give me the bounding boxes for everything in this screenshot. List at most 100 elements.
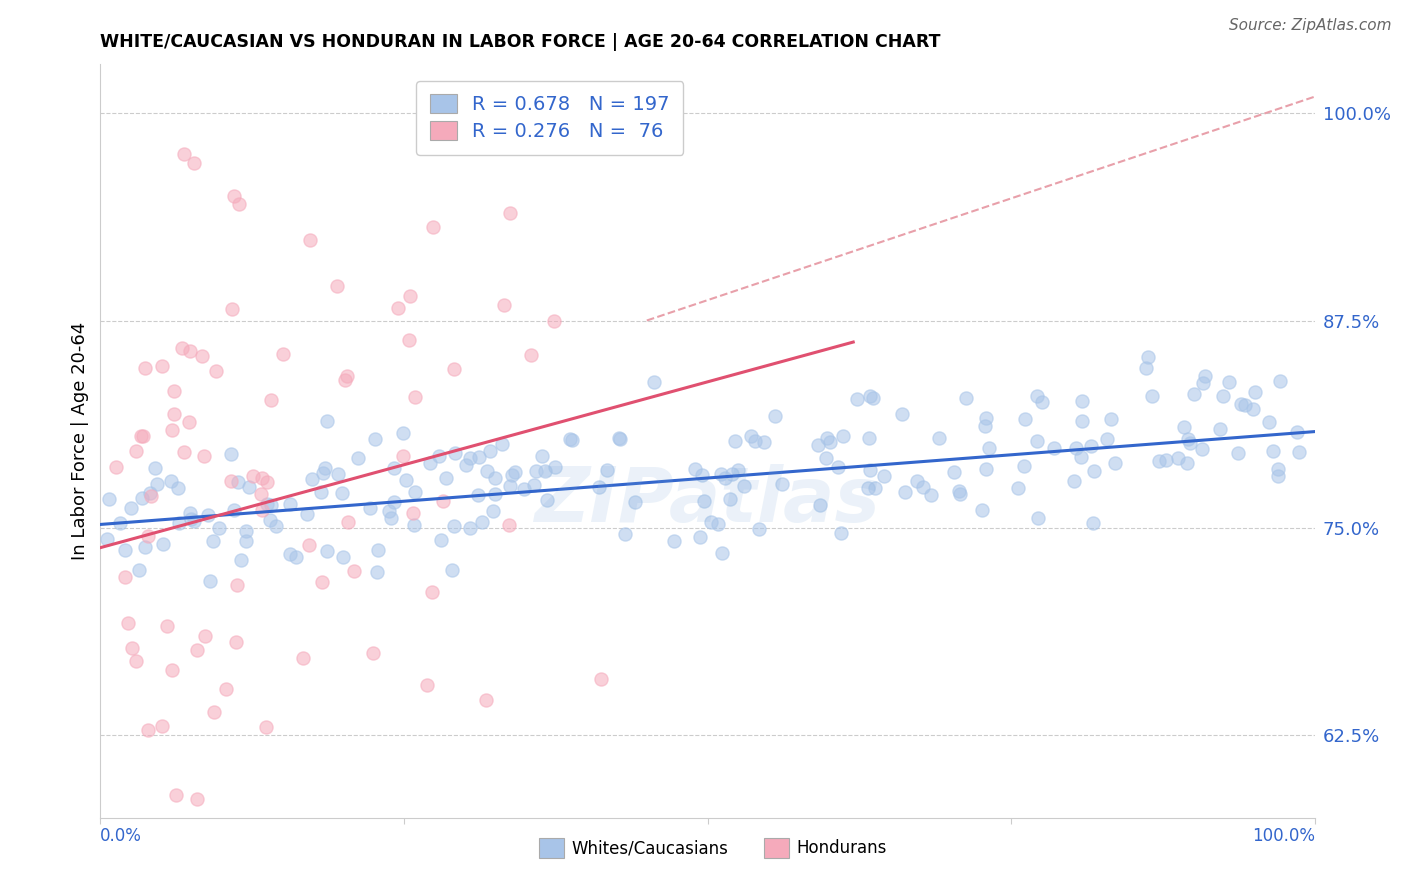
- Point: [221, 302, 243, 317]
- Point: [160, 423, 183, 437]
- Point: [156, 619, 179, 633]
- Point: [193, 449, 215, 463]
- Point: [709, 467, 731, 482]
- Point: [928, 431, 950, 445]
- Point: [1064, 441, 1087, 455]
- Point: [121, 641, 143, 656]
- Point: [160, 474, 183, 488]
- Point: [1031, 395, 1053, 409]
- Point: [208, 521, 231, 535]
- Point: [478, 443, 501, 458]
- Point: [172, 341, 194, 355]
- Point: [1135, 360, 1157, 375]
- Point: [134, 361, 156, 376]
- Point: [235, 524, 257, 538]
- Point: [291, 651, 314, 665]
- Point: [136, 529, 159, 543]
- Point: [226, 578, 249, 592]
- Point: [815, 431, 838, 445]
- Point: [266, 519, 288, 533]
- Point: [163, 408, 186, 422]
- Point: [1177, 432, 1199, 446]
- Point: [949, 486, 972, 500]
- Point: [169, 516, 191, 530]
- Point: [558, 432, 581, 446]
- Point: [1137, 350, 1160, 364]
- Point: [1012, 458, 1035, 473]
- Point: [1209, 422, 1232, 436]
- Point: [186, 643, 208, 657]
- Point: [1014, 412, 1036, 426]
- Point: [309, 485, 332, 500]
- Point: [221, 447, 243, 461]
- Point: [1267, 462, 1289, 476]
- Point: [392, 425, 415, 440]
- Point: [297, 507, 319, 521]
- Point: [1025, 434, 1047, 449]
- Point: [454, 458, 477, 472]
- Point: [260, 499, 283, 513]
- Point: [458, 450, 481, 465]
- Point: [846, 392, 869, 407]
- Point: [301, 472, 323, 486]
- Point: [524, 464, 547, 478]
- Point: [315, 543, 337, 558]
- Point: [364, 432, 387, 446]
- Point: [754, 434, 776, 449]
- Point: [1099, 412, 1122, 426]
- Point: [1267, 468, 1289, 483]
- Point: [250, 503, 273, 517]
- Point: [830, 526, 852, 541]
- Point: [1095, 432, 1118, 446]
- Point: [165, 788, 187, 802]
- Point: [471, 515, 494, 529]
- Point: [402, 517, 425, 532]
- Point: [974, 462, 997, 476]
- Point: [522, 478, 544, 492]
- Point: [491, 437, 513, 451]
- Text: 0.0%: 0.0%: [100, 827, 142, 845]
- Y-axis label: In Labor Force | Age 20-64: In Labor Force | Age 20-64: [72, 322, 89, 560]
- Point: [484, 471, 506, 485]
- Point: [700, 516, 723, 530]
- Point: [256, 475, 278, 489]
- Point: [250, 487, 273, 501]
- Point: [513, 482, 536, 496]
- Point: [1182, 387, 1205, 401]
- Point: [727, 463, 749, 477]
- Point: [252, 470, 274, 484]
- Point: [380, 511, 402, 525]
- Legend: R = 0.678   N = 197, R = 0.276   N =  76: R = 0.678 N = 197, R = 0.276 N = 76: [416, 81, 683, 154]
- Point: [367, 543, 389, 558]
- Point: [401, 506, 423, 520]
- Point: [160, 663, 183, 677]
- Point: [714, 471, 737, 485]
- Point: [561, 433, 583, 447]
- Point: [347, 451, 370, 466]
- Point: [1286, 425, 1309, 440]
- Point: [139, 485, 162, 500]
- Point: [859, 389, 882, 403]
- Point: [544, 460, 567, 475]
- Point: [278, 547, 301, 561]
- Point: [382, 495, 405, 509]
- Point: [955, 391, 977, 405]
- Point: [494, 298, 516, 312]
- Point: [979, 441, 1001, 455]
- Point: [254, 720, 277, 734]
- Point: [183, 156, 205, 170]
- Point: [225, 635, 247, 649]
- Point: [186, 791, 208, 805]
- Point: [422, 220, 444, 235]
- Point: [202, 705, 225, 719]
- Point: [498, 518, 520, 533]
- Point: [179, 343, 201, 358]
- Point: [238, 480, 260, 494]
- Point: [1007, 481, 1029, 495]
- Point: [328, 467, 350, 482]
- Point: [484, 487, 506, 501]
- Point: [609, 432, 631, 446]
- Point: [256, 497, 278, 511]
- Point: [662, 534, 685, 549]
- Point: [1261, 444, 1284, 458]
